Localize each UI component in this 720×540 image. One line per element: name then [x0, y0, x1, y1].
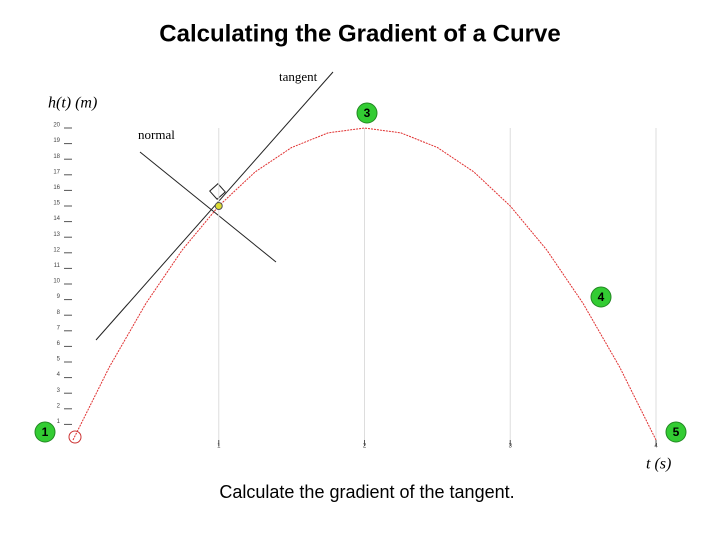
curve: [72, 127, 657, 441]
y-tick-label: 8: [57, 310, 61, 316]
marker-label: 3: [364, 106, 371, 120]
marker: 5: [665, 421, 687, 443]
y-tick-label: 19: [53, 138, 60, 144]
tangent-label: tangent: [279, 69, 318, 84]
caption: Calculate the gradient of the tangent.: [219, 482, 514, 502]
y-tick-label: 6: [57, 341, 61, 347]
y-tick-label: 1: [57, 419, 61, 425]
y-tick-label: 17: [53, 169, 60, 175]
y-tick-label: 12: [53, 247, 60, 253]
tangent-point: [214, 202, 223, 210]
y-tick-label: 18: [53, 154, 60, 160]
y-tick-label: 10: [53, 279, 60, 285]
origin-circle: [68, 430, 82, 444]
marker-label: 5: [673, 425, 680, 439]
y-tick-label: 4: [57, 372, 61, 378]
y-axis-label: h(t) (m): [48, 95, 97, 112]
marker: 1: [34, 421, 56, 443]
y-tick-label: 16: [53, 185, 60, 191]
tangent-line: [95, 71, 334, 341]
x-tick-label: 3: [509, 444, 513, 450]
y-tick-label: 9: [57, 294, 61, 300]
x-tick-label: 4: [654, 444, 658, 450]
normal-line: [139, 151, 277, 263]
x-tick-label: 2: [363, 444, 367, 450]
chart-title: Calculating the Gradient of a Curve: [159, 20, 560, 47]
marker-label: 1: [42, 425, 49, 439]
right-angle-mark: [209, 183, 226, 200]
y-tick-label: 13: [53, 232, 60, 238]
y-tick-label: 20: [53, 123, 60, 129]
y-tick-label: 11: [54, 263, 61, 269]
normal-label: normal: [138, 127, 175, 142]
y-tick-label: 15: [53, 201, 60, 207]
marker: 3: [356, 102, 378, 124]
x-tick-label: 1: [217, 444, 221, 450]
y-tick-label: 14: [53, 216, 60, 222]
y-tick-label: 5: [57, 357, 61, 363]
x-axis-label: t (s): [646, 456, 671, 473]
y-tick-label: 2: [57, 403, 61, 409]
marker: 4: [590, 286, 612, 308]
marker-label: 4: [598, 290, 605, 304]
y-tick-label: 3: [57, 388, 61, 394]
y-tick-label: 7: [57, 325, 61, 331]
